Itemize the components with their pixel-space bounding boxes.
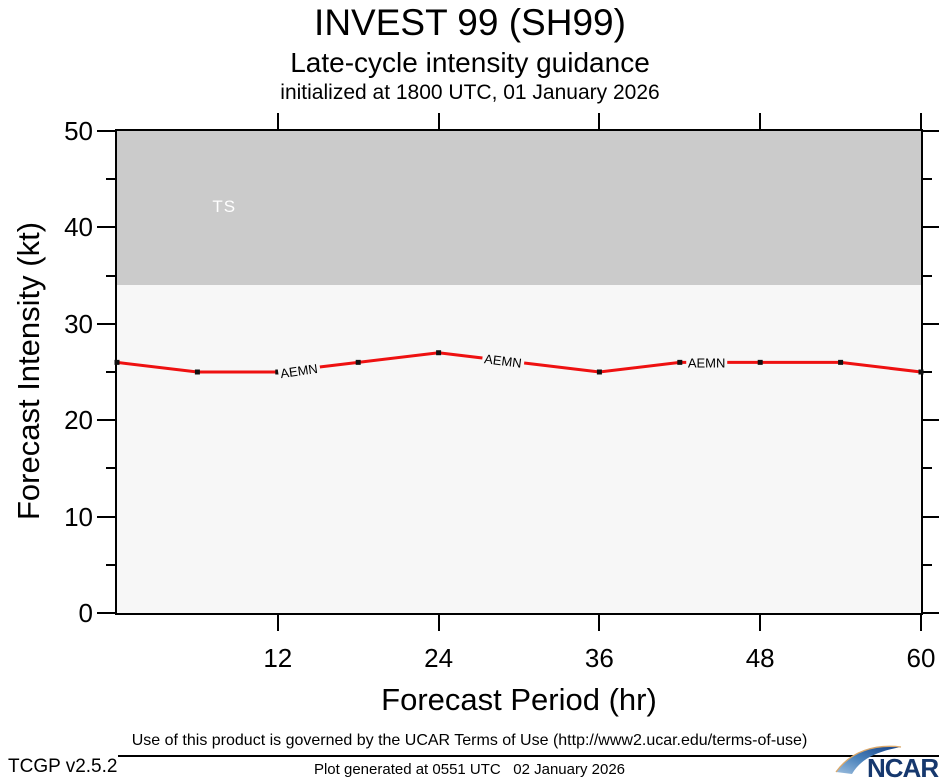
y-axis-tick-label: 30 [64, 308, 93, 339]
data-point-marker [194, 369, 200, 375]
y-axis-tick-major [97, 515, 115, 518]
ncar-logo: NCAR [835, 745, 939, 780]
series-plot [114, 350, 924, 375]
x-axis-tick-major [276, 113, 279, 129]
x-axis-tick-label: 48 [745, 643, 775, 673]
y-axis-tick-label: 10 [64, 501, 93, 532]
ncar-logo-text: NCAR [867, 753, 939, 780]
x-axis-title: Forecast Period (hr) [381, 682, 657, 717]
chart-title: INVEST 99 (SH99) [314, 2, 626, 43]
x-axis-tick-major [759, 113, 762, 129]
x-axis-tick-label: 12 [263, 643, 293, 673]
y-axis-tick-major [97, 612, 115, 614]
x-axis-tick-major [437, 615, 440, 631]
data-point-marker [596, 369, 602, 375]
data-point-marker [757, 359, 763, 365]
x-axis-tick-major [598, 615, 601, 631]
footer-divider [118, 755, 939, 757]
x-axis-tick-major [920, 615, 922, 631]
y-axis-tick-minor [106, 178, 115, 181]
data-point-marker [114, 359, 120, 365]
y-axis-tick-minor [106, 371, 115, 373]
ncar-swoosh-icon [835, 745, 902, 774]
y-axis-tick-minor [106, 467, 115, 470]
data-point-marker [838, 359, 844, 365]
threshold-band-label: TS [212, 197, 237, 217]
y-axis-tick-minor [923, 467, 932, 470]
y-axis-tick-minor [923, 178, 932, 181]
y-axis-tick-major [923, 322, 939, 325]
x-axis-tick-major [276, 615, 279, 631]
y-axis-tick-minor [106, 274, 115, 277]
y-axis-title: Forecast Intensity (kt) [11, 221, 46, 521]
x-axis-tick-label: 24 [424, 643, 454, 673]
x-axis-tick-major [598, 113, 601, 129]
chart-init-line: initialized at 1800 UTC, 01 January 2026 [280, 81, 660, 104]
threshold-band [117, 131, 921, 286]
y-axis-tick-label: 50 [64, 116, 93, 146]
plot-generated-text: Plot generated at 0551 UTC 02 January 20… [313, 761, 626, 778]
y-axis-tick-major [923, 612, 939, 614]
title-block: INVEST 99 (SH99) Late-cycle intensity gu… [60, 0, 880, 106]
plot-area: TS 0 10 20 30 40 50 12 24 36 48 60 AEMN AEMN AEMN [64, 113, 939, 673]
x-axis-tick-major [920, 113, 922, 129]
y-axis-tick-major [97, 130, 115, 132]
data-point-marker [918, 369, 924, 375]
y-axis-tick-minor [923, 563, 932, 566]
series-inline-label: AEMN [685, 355, 728, 371]
terms-of-use-text: Use of this product is governed by the U… [131, 732, 808, 749]
y-axis-tick-major [923, 226, 939, 229]
y-axis-tick-major [97, 419, 115, 422]
y-axis-tick-major [923, 130, 939, 132]
y-axis-tick-minor [923, 274, 932, 277]
x-axis-tick-label: 60 [906, 643, 936, 673]
app-version-label: TCGP v2.5.2 [8, 756, 118, 777]
y-axis-tick-label: 40 [64, 212, 93, 243]
y-axis-tick-major [923, 515, 939, 518]
x-axis-tick-major [437, 113, 440, 129]
chart-subtitle: Late-cycle intensity guidance [290, 47, 650, 78]
data-point-marker [677, 359, 683, 365]
y-axis-tick-major [923, 419, 939, 422]
x-axis-tick-label: 36 [584, 643, 614, 673]
y-axis-tick-major [97, 322, 115, 325]
y-axis-tick-major [97, 226, 115, 229]
y-axis-tick-label: 0 [78, 598, 93, 628]
data-point-marker [436, 350, 442, 356]
y-axis-tick-minor [106, 563, 115, 566]
y-axis-tick-minor [923, 371, 932, 373]
y-axis-tick-label: 20 [64, 405, 93, 436]
data-point-marker [355, 359, 361, 365]
x-axis-tick-major [759, 615, 762, 631]
